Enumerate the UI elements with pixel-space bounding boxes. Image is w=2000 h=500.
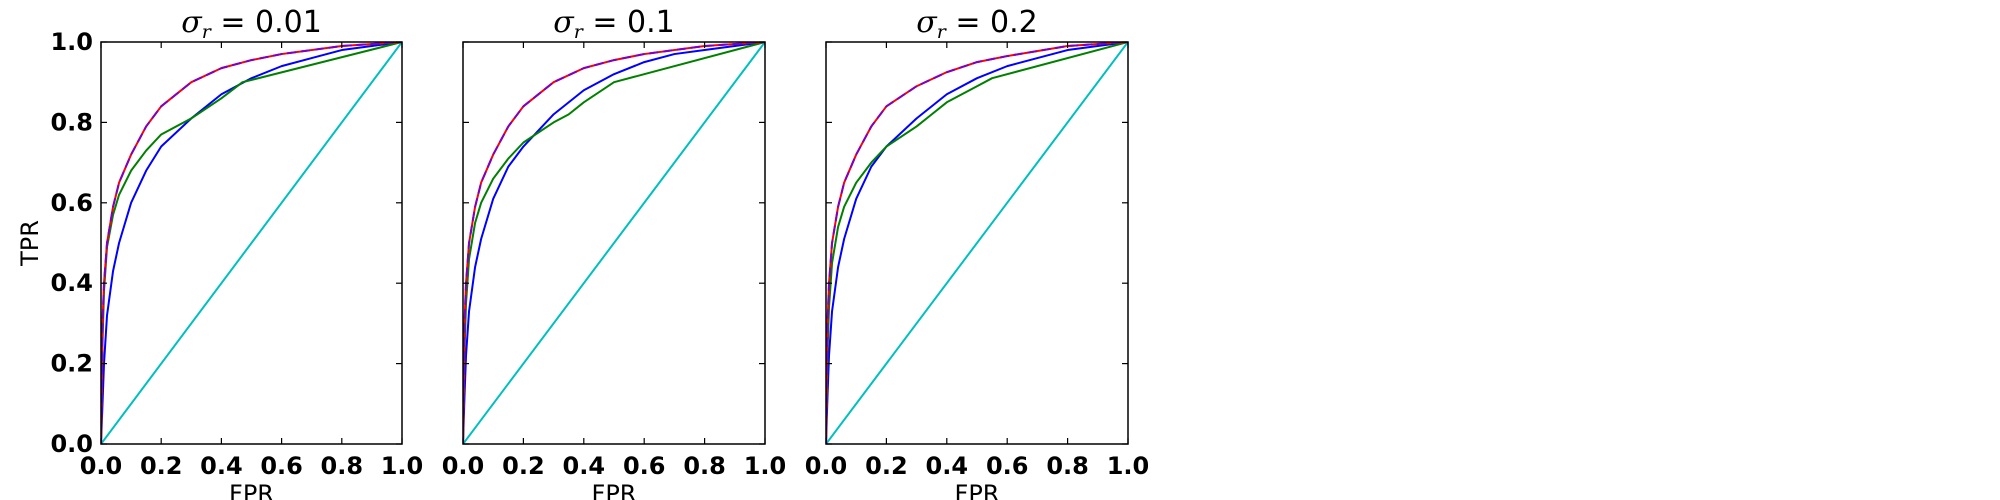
title-value: = 0.01 bbox=[211, 5, 322, 40]
roc-curve-series-2 bbox=[101, 42, 402, 444]
title-symbol: σ bbox=[181, 5, 203, 40]
title-symbol: σ bbox=[553, 5, 575, 40]
chart-title: σr = 0.01 bbox=[181, 5, 322, 43]
roc-curve-series-5 bbox=[826, 42, 1128, 444]
x-axis-label: FPR bbox=[229, 480, 274, 500]
roc-panel-2: 0.0 0.2 0.4 0.6 0.8 1.0 FPR σr = 0.1 bbox=[442, 5, 787, 500]
title-subscript: r bbox=[937, 21, 948, 43]
x-tick-label: 0.8 bbox=[683, 452, 726, 480]
roc-panel-3: 0.0 0.2 0.4 0.6 0.8 1.0 FPR σr = 0.2 bbox=[805, 5, 1150, 500]
roc-curve-series-1 bbox=[826, 42, 1128, 444]
title-subscript: r bbox=[202, 21, 213, 43]
plot-frame bbox=[825, 41, 1129, 445]
y-tick-label: 0.4 bbox=[50, 269, 93, 297]
roc-curve-series-5 bbox=[101, 42, 402, 444]
x-tick-label: 0.2 bbox=[502, 452, 545, 480]
y-tick-label: 0.0 bbox=[50, 430, 93, 458]
roc-curve-series-1 bbox=[101, 42, 402, 444]
plot-frame bbox=[462, 41, 766, 445]
x-axis-label: FPR bbox=[955, 480, 1000, 500]
x-tick-label: 0.4 bbox=[926, 452, 969, 480]
x-tick-label: 0.0 bbox=[80, 452, 123, 480]
y-tick-label: 0.2 bbox=[50, 350, 93, 378]
x-tick-label: 0.0 bbox=[442, 452, 485, 480]
chart-title: σr = 0.2 bbox=[916, 5, 1038, 43]
title-symbol: σ bbox=[916, 5, 938, 40]
curve-group bbox=[463, 42, 765, 444]
y-tick-label: 0.6 bbox=[50, 189, 93, 217]
roc-panel-1: 0.0 0.2 0.4 0.6 0.8 1.0 0.0 0.2 0.4 0.6 0.8 1.0 FPR T… bbox=[16, 5, 423, 500]
y-tick-label: 1.0 bbox=[50, 28, 93, 56]
x-tick-label: 1.0 bbox=[381, 452, 424, 480]
curve-group bbox=[101, 42, 402, 444]
x-tick-label: 0.8 bbox=[1046, 452, 1089, 480]
x-tick-label: 0.0 bbox=[805, 452, 848, 480]
title-value: = 0.1 bbox=[583, 5, 675, 40]
y-tick-label: 0.8 bbox=[50, 108, 93, 136]
title-value: = 0.2 bbox=[946, 5, 1038, 40]
x-tick-label: 1.0 bbox=[744, 452, 787, 480]
x-tick-label: 0.2 bbox=[140, 452, 183, 480]
x-tick-label: 0.2 bbox=[865, 452, 908, 480]
roc-curve-series-1 bbox=[463, 42, 765, 444]
roc-curve-series-3 bbox=[826, 42, 1128, 444]
x-tick-label: 1.0 bbox=[1107, 452, 1150, 480]
x-tick-label: 0.4 bbox=[200, 452, 243, 480]
x-tick-label: 0.8 bbox=[321, 452, 364, 480]
chart-title: σr = 0.1 bbox=[553, 5, 675, 43]
x-axis-label: FPR bbox=[592, 480, 637, 500]
x-tick-label: 0.6 bbox=[260, 452, 303, 480]
title-subscript: r bbox=[574, 21, 585, 43]
roc-curve-series-2 bbox=[463, 42, 765, 444]
plot-frame bbox=[100, 41, 403, 445]
curve-group bbox=[826, 42, 1128, 444]
x-tick-label: 0.6 bbox=[623, 452, 666, 480]
x-tick-label: 0.6 bbox=[986, 452, 1029, 480]
y-axis-label: TPR bbox=[16, 220, 44, 267]
roc-curve-series-5 bbox=[463, 42, 765, 444]
x-tick-label: 0.4 bbox=[563, 452, 606, 480]
